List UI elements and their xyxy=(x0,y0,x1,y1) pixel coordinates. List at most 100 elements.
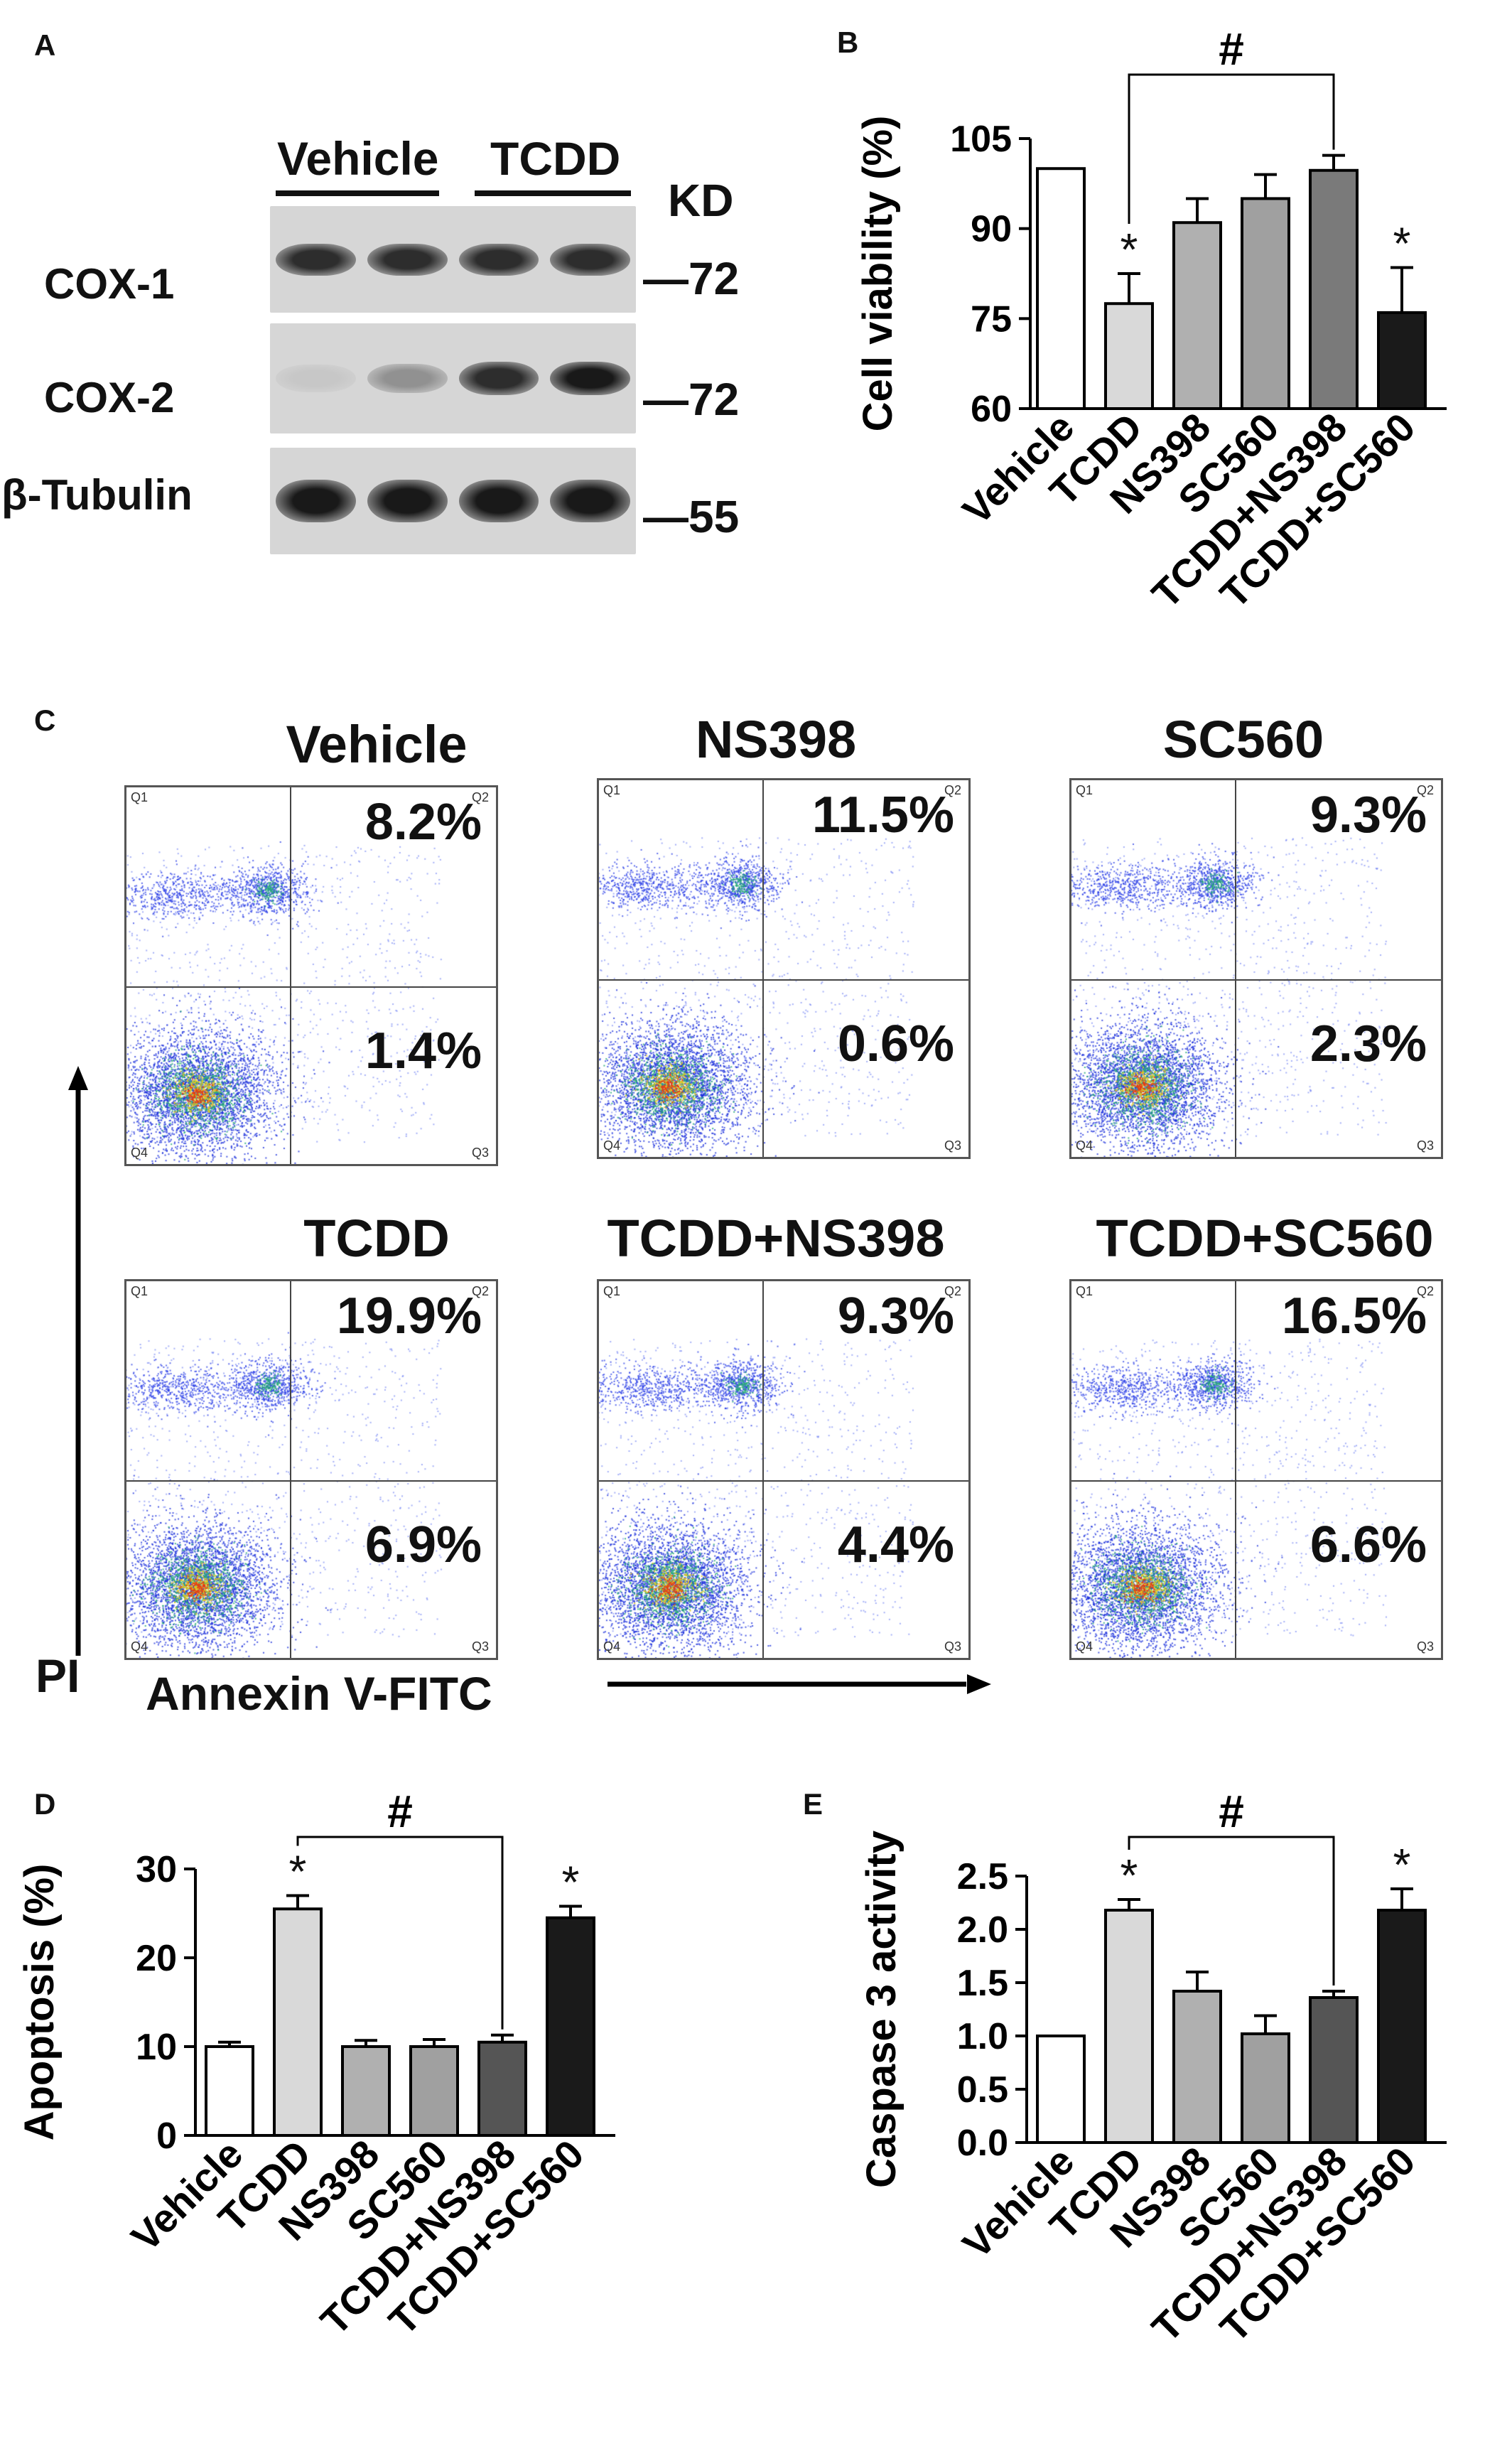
western-blot-panel: Vehicle TCDD KD COX-1 COX-2 β-Tubulin —7… xyxy=(0,0,782,583)
kd-header: KD xyxy=(668,175,734,226)
y-tick-label: 30 xyxy=(136,1849,177,1890)
panel-label-d: D xyxy=(34,1787,56,1821)
bracket-label: # xyxy=(387,1791,413,1837)
y-tick-label: 0.0 xyxy=(957,2123,1008,2164)
annexin-axis-arrow xyxy=(608,1674,991,1694)
blot-band xyxy=(550,480,630,522)
significance-star: * xyxy=(562,1857,580,1908)
bar xyxy=(1377,311,1427,410)
blot-strip-tubulin xyxy=(270,448,636,554)
q3-percentage: 0.6% xyxy=(837,1015,954,1072)
quadrant-label: Q2 xyxy=(1417,1284,1435,1298)
blot-row-label-cox1: COX-1 xyxy=(44,260,175,308)
flow-plot-tcdd: Q1 Q2 Q3 Q4 19.9% 6.9% xyxy=(124,1279,498,1660)
flow-plot-ns398: Q1 Q2 Q3 Q4 11.5% 0.6% xyxy=(597,778,971,1159)
blot-group-label-tcdd: TCDD xyxy=(490,132,621,185)
quadrant-label: Q4 xyxy=(603,1639,621,1654)
quadrant-divider-vertical xyxy=(1235,1281,1236,1658)
quadrant-label: Q2 xyxy=(944,783,962,797)
flow-title-tcdd-sc560: TCDD+SC560 xyxy=(1096,1209,1434,1268)
flow-scatter-density xyxy=(599,1281,968,1658)
quadrant-label: Q1 xyxy=(131,790,148,804)
tcdd-group-underline xyxy=(475,190,631,196)
flow-cytometry-panel: Vehicle NS398 SC560 Q1 Q2 Q3 Q4 8.2% 1.4% Q1 Q… xyxy=(0,696,1512,1734)
flow-title-ns398: NS398 xyxy=(695,710,857,769)
q2-percentage: 19.9% xyxy=(336,1288,482,1345)
quadrant-label: Q1 xyxy=(1076,783,1094,797)
quadrant-divider-vertical xyxy=(1235,780,1236,1157)
y-tick-label: 60 xyxy=(971,389,1012,430)
bar xyxy=(1172,221,1222,410)
bracket-label: # xyxy=(1219,1791,1244,1837)
y-tick-label: 2.5 xyxy=(957,1856,1008,1897)
quadrant-divider-horizontal xyxy=(1071,979,1441,981)
q2-percentage: 16.5% xyxy=(1281,1288,1427,1345)
blot-band xyxy=(367,480,448,522)
flow-title-sc560: SC560 xyxy=(1162,710,1324,769)
kd-marker-cox1: —72 xyxy=(643,253,740,304)
quadrant-label: Q1 xyxy=(603,783,621,797)
quadrant-label: Q2 xyxy=(472,1284,490,1298)
q3-percentage: 4.4% xyxy=(837,1516,954,1573)
quadrant-label: Q4 xyxy=(131,1639,148,1654)
y-tick-label: 1.5 xyxy=(957,1963,1008,2004)
quadrant-divider-horizontal xyxy=(126,1480,496,1482)
bar xyxy=(409,2045,459,2137)
q2-percentage: 11.5% xyxy=(811,787,954,844)
blot-band xyxy=(458,362,539,395)
blot-band xyxy=(276,480,356,522)
q3-percentage: 2.3% xyxy=(1310,1015,1427,1072)
quadrant-divider-horizontal xyxy=(1071,1480,1441,1482)
bar xyxy=(1241,197,1290,410)
flow-scatter-density xyxy=(599,780,968,1157)
flow-scatter-density xyxy=(126,1281,496,1658)
quadrant-label: Q2 xyxy=(944,1284,962,1298)
blot-row-label-cox2: COX-2 xyxy=(44,374,175,421)
vehicle-group-underline xyxy=(276,190,439,196)
kd-marker-tubulin: —55 xyxy=(643,491,740,542)
bar xyxy=(341,2045,391,2137)
y-tick-label: 75 xyxy=(971,298,1012,340)
q2-percentage: 9.3% xyxy=(1310,787,1427,844)
pi-axis-label: PI xyxy=(36,1649,80,1702)
quadrant-label: Q3 xyxy=(472,1639,490,1654)
quadrant-label: Q4 xyxy=(1076,1639,1094,1654)
flow-plot-tcdd-sc560: Q1 Q2 Q3 Q4 16.5% 6.6% xyxy=(1069,1279,1443,1660)
bar xyxy=(546,1916,595,2137)
flow-plot-tcdd-ns398: Q1 Q2 Q3 Q4 9.3% 4.4% xyxy=(597,1279,971,1660)
bracket-label: # xyxy=(1219,28,1244,75)
flow-scatter-density xyxy=(1071,1281,1441,1658)
bar xyxy=(1172,1990,1222,2144)
bar xyxy=(1104,1909,1154,2144)
quadrant-divider-vertical xyxy=(290,787,291,1164)
flow-title-vehicle: Vehicle xyxy=(286,715,468,774)
y-axis-title: Caspase 3 activity xyxy=(858,1831,904,2188)
panel-label-a: A xyxy=(34,28,56,62)
quadrant-label: Q3 xyxy=(944,1639,962,1654)
q2-percentage: 8.2% xyxy=(364,794,482,851)
y-tick-label: 1.0 xyxy=(957,2016,1008,2057)
y-tick-label: 0 xyxy=(156,2116,177,2157)
quadrant-label: Q2 xyxy=(472,790,490,804)
bar xyxy=(273,1907,323,2137)
flow-scatter-density xyxy=(126,787,496,1164)
y-tick-label: 90 xyxy=(971,209,1012,250)
y-tick-label: 105 xyxy=(950,119,1012,160)
flow-title-tcdd-ns398: TCDD+NS398 xyxy=(607,1209,945,1268)
y-axis-title: Apoptosis (%) xyxy=(21,1864,63,2141)
bar xyxy=(1309,168,1359,410)
quadrant-divider-vertical xyxy=(762,780,764,1157)
quadrant-label: Q3 xyxy=(472,1146,490,1160)
pi-axis-arrow xyxy=(68,1066,88,1656)
blot-band xyxy=(367,243,448,276)
quadrant-label: Q4 xyxy=(603,1138,621,1153)
blot-row-label-tubulin: β-Tubulin xyxy=(1,471,193,519)
flow-scatter-density xyxy=(1071,780,1441,1157)
quadrant-divider-horizontal xyxy=(599,979,968,981)
flow-title-tcdd: TCDD xyxy=(303,1209,450,1268)
kd-marker-cox2: —72 xyxy=(643,374,740,425)
blot-band xyxy=(458,243,539,276)
blot-band xyxy=(458,480,539,522)
